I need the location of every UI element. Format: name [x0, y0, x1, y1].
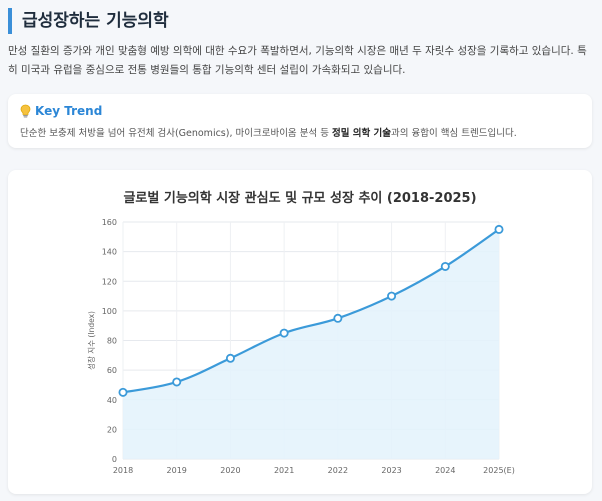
key-trend-title: Key Trend	[35, 104, 103, 118]
data-point	[440, 261, 450, 271]
key-trend-highlight: 정밀 의학 기술	[331, 128, 392, 139]
chart-title: 글로벌 기능의학 시장 관심도 및 규모 성장 추이 (2018-2025)	[123, 191, 477, 206]
x-tick-label: 2019	[167, 466, 187, 475]
series-area	[123, 229, 499, 459]
key-trend-text: 단순한 보충제 처방을 넘어 유전체 검사(Genomics), 마이크로바이옴…	[20, 125, 517, 139]
key-trend-header: Key Trend	[20, 104, 102, 118]
x-tick-label: 2025(E)	[483, 466, 515, 475]
y-tick-label: 100	[102, 307, 117, 316]
x-tick-label: 2020	[220, 466, 240, 475]
growth-chart: 0 20 40 60 80 100 120 140 160 2018 2019 2020 2021 202…	[86, 218, 515, 475]
lightbulb-icon	[20, 104, 31, 118]
data-point	[118, 387, 128, 397]
x-tick-label: 2021	[274, 466, 294, 475]
y-tick-label: 120	[102, 277, 117, 286]
y-axis-label: 성장 지수 (Index)	[86, 311, 96, 370]
data-point	[494, 224, 504, 234]
chart-card: 글로벌 기능의학 시장 관심도 및 규모 성장 추이 (2018-2025) 0…	[8, 170, 592, 494]
section-title: 급성장하는 기능의학	[8, 8, 169, 34]
y-tick-label: 20	[107, 425, 117, 434]
key-trend-card: Key Trend 단순한 보충제 처방을 넘어 유전체 검사(Genomics…	[8, 94, 592, 148]
key-trend-text-part1: 단순한 보충제 처방을 넘어 유전체 검사(Genomics), 마이크로바이옴…	[20, 128, 332, 139]
y-tick-label: 0	[112, 455, 117, 464]
x-tick-label: 2023	[381, 466, 401, 475]
data-point	[387, 291, 397, 301]
data-point	[225, 353, 235, 363]
x-tick-label: 2018	[113, 466, 133, 475]
key-trend-text-part2: 과의 융합이 핵심 트렌드입니다.	[391, 128, 517, 139]
intro-paragraph: 만성 질환의 증가와 개인 맞춤형 예방 의학에 대한 수요가 폭발하면서, 기…	[8, 45, 587, 76]
y-tick-label: 80	[107, 337, 117, 346]
data-point	[333, 313, 343, 323]
y-tick-label: 140	[102, 248, 117, 257]
y-tick-label: 160	[102, 218, 117, 227]
x-tick-label: 2022	[328, 466, 348, 475]
y-tick-label: 40	[107, 396, 117, 405]
y-tick-label: 60	[107, 366, 117, 375]
data-point	[172, 377, 182, 387]
x-tick-label: 2024	[435, 466, 455, 475]
data-point	[279, 328, 289, 338]
